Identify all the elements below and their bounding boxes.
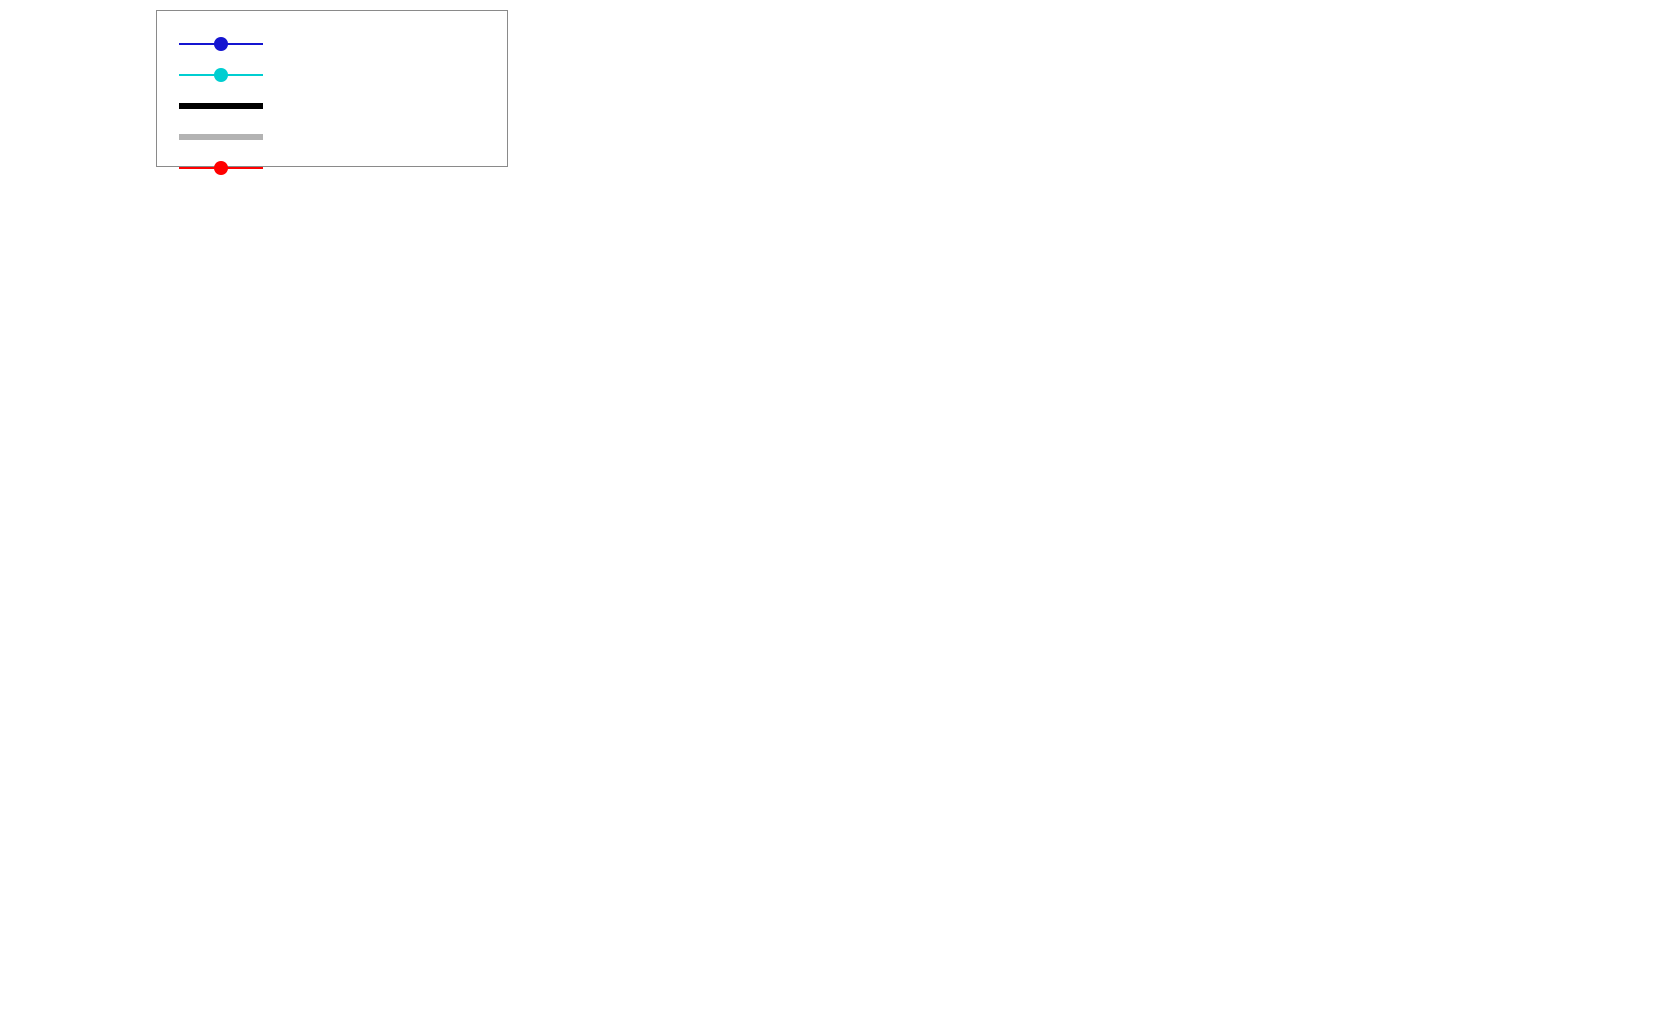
legend-swatch-residual — [179, 103, 263, 109]
legend-swatch-tide — [179, 161, 263, 175]
legend-swatch-last10 — [179, 134, 263, 140]
legend — [156, 10, 508, 175]
legend-swatch-pressure — [179, 37, 263, 51]
legend-swatch-dpdt — [179, 68, 263, 82]
